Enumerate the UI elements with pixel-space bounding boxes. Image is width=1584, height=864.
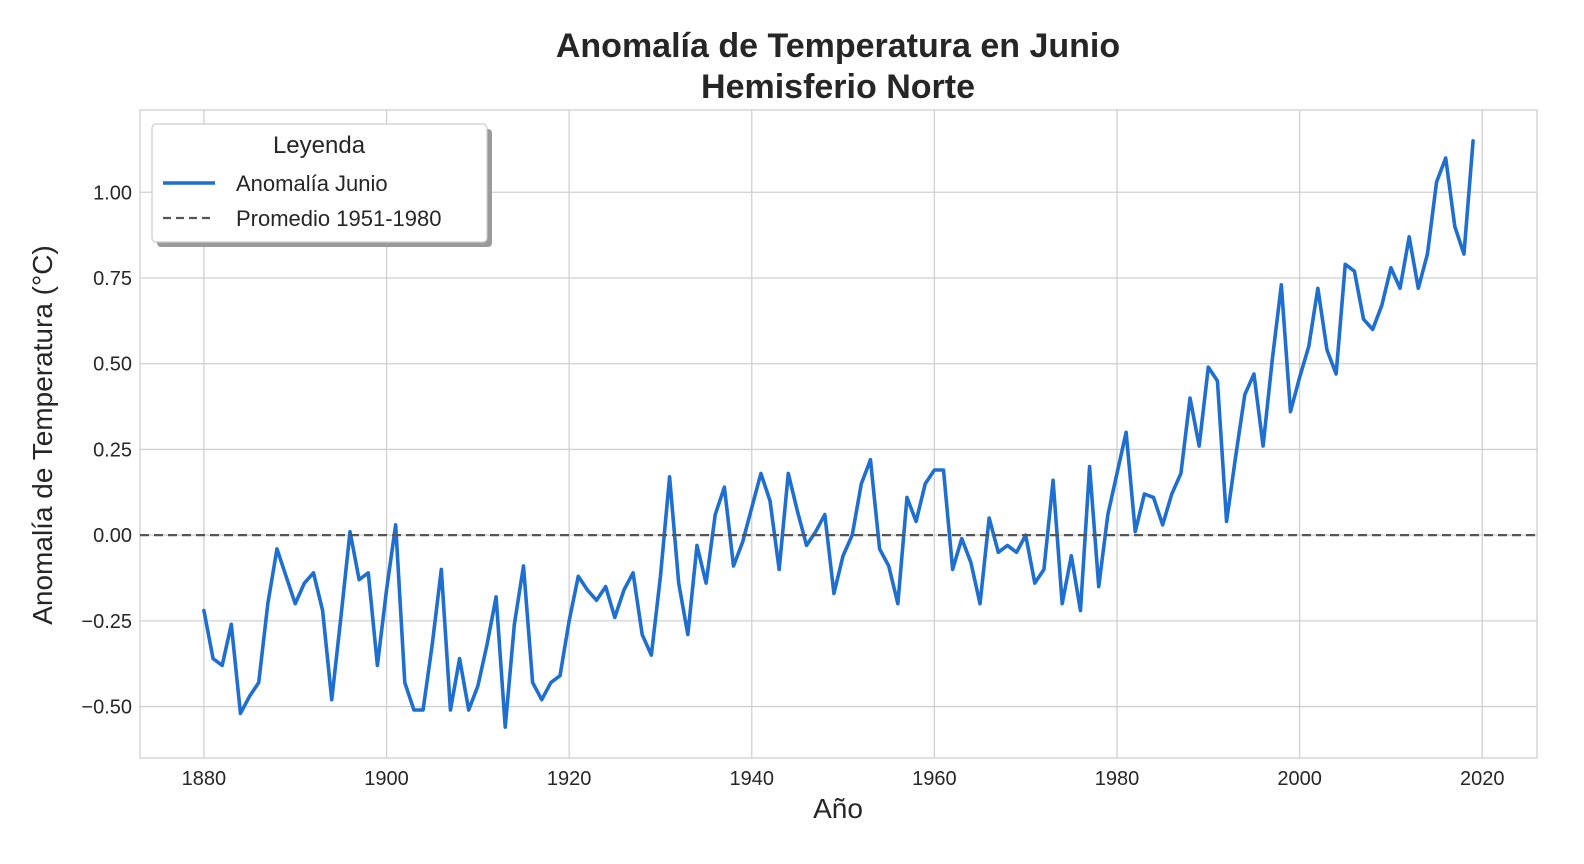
- legend-entry-average: Promedio 1951-1980: [236, 206, 441, 231]
- y-tick-label: −0.50: [81, 697, 132, 719]
- y-tick-label: 1.00: [93, 182, 132, 204]
- x-tick-label: 1940: [730, 768, 775, 790]
- chart-title-line1: Anomalía de Temperatura en Junio: [556, 27, 1120, 65]
- y-axis-label: Anomalía de Temperatura (°C): [27, 245, 58, 625]
- legend: Leyenda Anomalía Junio Promedio 1951-198…: [151, 123, 492, 247]
- chart-title-line2: Hemisferio Norte: [701, 68, 975, 106]
- x-tick-label: 1980: [1095, 768, 1140, 790]
- x-tick-label: 2000: [1277, 768, 1322, 790]
- x-tick-label: 2020: [1460, 768, 1505, 790]
- axis-ticks: 1880 1900 1920 1940 1960 1980 2000 2020 −0.50 −0.…: [81, 182, 1504, 790]
- x-tick-label: 1880: [182, 768, 227, 790]
- anomaly-series-line: [202, 139, 1475, 729]
- y-tick-label: 0.25: [93, 439, 132, 461]
- x-tick-label: 1900: [364, 768, 409, 790]
- legend-title: Leyenda: [273, 132, 366, 159]
- x-tick-label: 1920: [547, 768, 592, 790]
- x-axis-label: Año: [813, 793, 863, 824]
- series-layer: [140, 139, 1537, 729]
- y-tick-label: 0.50: [93, 354, 132, 376]
- y-tick-label: 0.00: [93, 525, 132, 547]
- legend-box: [151, 123, 488, 243]
- y-tick-label: −0.25: [81, 611, 132, 633]
- legend-entry-anomaly: Anomalía Junio: [236, 171, 388, 196]
- x-tick-label: 1960: [912, 768, 957, 790]
- y-tick-label: 0.75: [93, 268, 132, 290]
